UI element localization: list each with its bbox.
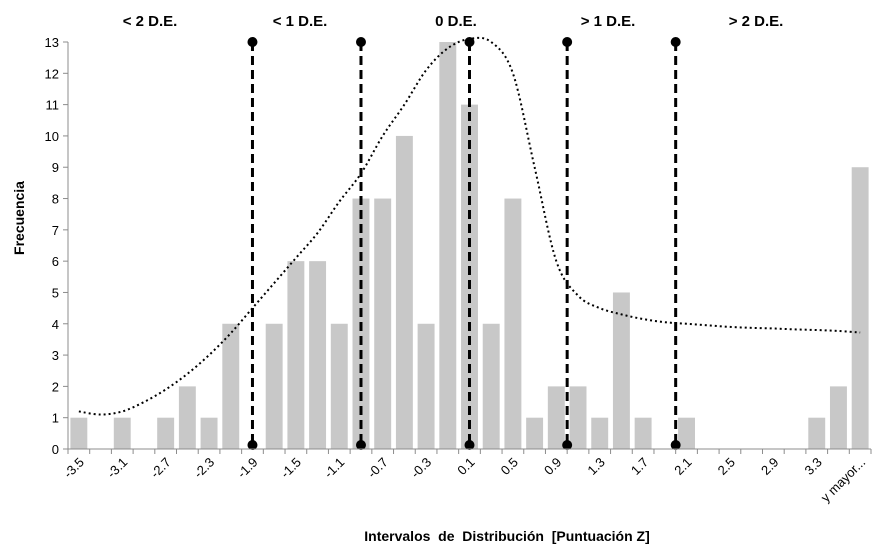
bar [634, 417, 652, 449]
bar [70, 417, 88, 449]
bar [200, 417, 218, 449]
sd-line-top-dot [247, 37, 258, 47]
y-tick-label: 1 [52, 411, 59, 426]
x-tick-label: 3.3 [801, 455, 824, 478]
x-tick-label: 2.5 [715, 455, 738, 478]
y-tick-label: 3 [52, 348, 59, 363]
y-tick-label: 8 [52, 192, 59, 207]
bar [829, 386, 847, 449]
x-tick-label: 1.7 [628, 455, 651, 478]
bar [808, 417, 826, 449]
y-tick-label: 2 [52, 379, 59, 394]
x-tick-label: -0.3 [408, 455, 434, 481]
sd-line-bottom-dot [670, 440, 681, 450]
bar [678, 417, 695, 449]
x-tick-label: -3.1 [104, 455, 130, 481]
sd-line-top-dot [464, 37, 475, 47]
sd-label: > 2 D.E. [729, 13, 784, 30]
sd-line-bottom-dot [247, 440, 258, 450]
bar [439, 42, 457, 449]
sd-label: > 1 D.E. [581, 13, 636, 30]
y-axis-title: Frecuencia [11, 181, 27, 255]
bar [222, 323, 240, 449]
bar [526, 417, 544, 449]
bar [504, 198, 522, 449]
bar [157, 417, 175, 449]
sd-label: 0 D.E. [435, 13, 477, 30]
x-tick-label: -2.3 [191, 455, 217, 481]
sd-line-top-dot [670, 37, 681, 47]
sd-line-bottom-dot [355, 440, 366, 450]
bar [851, 167, 869, 449]
y-tick-label: 11 [46, 98, 60, 113]
y-tick-label: 10 [45, 129, 59, 144]
x-tick-label: 1.3 [584, 455, 607, 478]
bar [461, 104, 478, 449]
bar [482, 323, 500, 449]
x-tick-label: 2.9 [758, 455, 781, 478]
x-tick-label: -1.5 [278, 455, 304, 481]
y-tick-label: 7 [52, 223, 59, 238]
sd-line-top-dot [562, 37, 573, 47]
x-tick-label: -1.1 [321, 455, 347, 481]
x-tick-label: 0.1 [454, 455, 477, 478]
sd-label: < 1 D.E. [273, 13, 328, 30]
trend-curve [78, 36, 861, 416]
sd-lines [247, 37, 681, 450]
bar [287, 261, 305, 449]
x-tick-label: -2.7 [147, 455, 173, 481]
sd-label: < 2 D.E. [123, 13, 178, 30]
bar [309, 261, 327, 449]
y-tick-label: 12 [45, 66, 59, 81]
bar [591, 417, 609, 449]
y-tick-label: 13 [45, 35, 59, 50]
y-tick-label: 0 [52, 442, 59, 457]
bar [374, 198, 392, 449]
bar [612, 292, 630, 449]
y-tick-label: 4 [52, 317, 59, 332]
bar [395, 135, 413, 449]
bar [417, 323, 435, 449]
bar [330, 323, 348, 449]
bar [113, 417, 131, 449]
x-tick-label: 0.5 [498, 455, 521, 478]
x-axis-title: Intervalos de Distribución [Puntuación Z… [364, 528, 649, 544]
bar [547, 386, 565, 449]
bar [265, 323, 283, 449]
x-axis: -3.5 -3.1 -2.7 -2.3 -1.9 -1.5 -1.1 -0.7 -0.3 0.1 0… [61, 448, 872, 505]
y-tick-label: 9 [52, 160, 59, 175]
x-tick-label: -1.9 [234, 455, 260, 481]
bar [569, 386, 587, 449]
sd-line-bottom-dot [464, 440, 475, 450]
sd-header-labels: < 2 D.E. < 1 D.E. 0 D.E. > 1 D.E. > 2 D.E. [123, 13, 784, 30]
sd-line-bottom-dot [562, 440, 573, 450]
sd-line-top-dot [355, 37, 366, 47]
x-tick-label: y mayor... [818, 455, 868, 505]
x-tick-label: 2.1 [671, 455, 694, 478]
bar [178, 386, 196, 449]
x-tick-label: 0.9 [541, 455, 564, 478]
x-tick-label: -3.5 [61, 455, 87, 481]
y-tick-label: 5 [52, 285, 59, 300]
bars [70, 42, 869, 449]
trend-curve-layer [78, 36, 861, 416]
x-tick-label: -0.7 [364, 455, 390, 481]
y-tick-label: 6 [52, 254, 59, 269]
